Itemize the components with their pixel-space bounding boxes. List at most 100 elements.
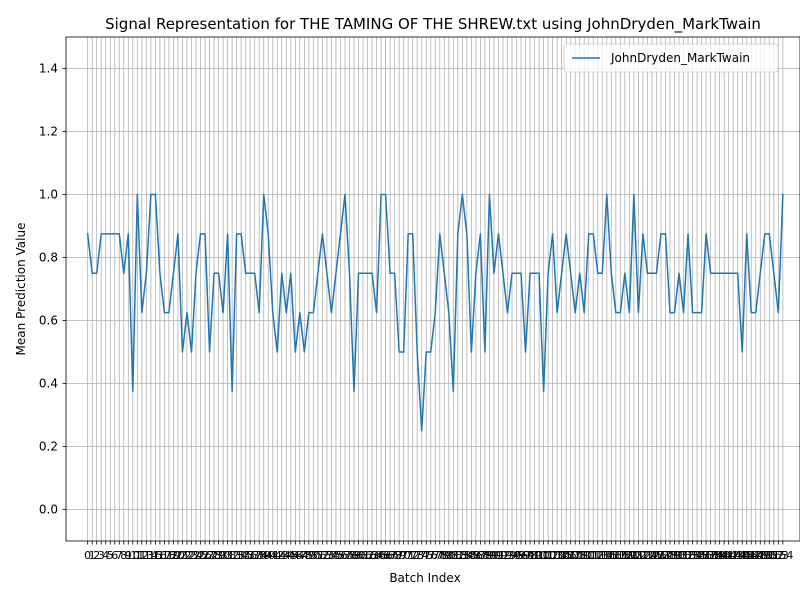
x-tick-label: 114 <box>592 549 613 562</box>
x-tick-label: 117 <box>605 549 626 562</box>
x-tick-label: 35 <box>239 549 253 562</box>
x-tick-label: 139 <box>705 549 726 562</box>
x-tick-label: 109 <box>569 549 590 562</box>
x-tick-label: 69 <box>392 549 406 562</box>
x-tick-label: 106 <box>556 549 577 562</box>
x-tick-label: 36 <box>243 549 257 562</box>
x-tick-label: 63 <box>365 549 379 562</box>
x-tick-label: 113 <box>587 549 608 562</box>
x-tick-label: 78 <box>433 549 447 562</box>
x-tick-label: 88 <box>478 549 492 562</box>
x-tick-label: 27 <box>203 549 217 562</box>
x-tick-label: 5 <box>107 549 114 562</box>
x-tick-label: 131 <box>669 549 690 562</box>
y-tick-label: 0.6 <box>39 314 58 328</box>
x-tick-label: 61 <box>356 549 370 562</box>
x-tick-label: 142 <box>718 549 739 562</box>
x-tick-label: 50 <box>306 549 320 562</box>
x-tick-label: 91 <box>491 549 505 562</box>
x-tick-label: 129 <box>659 549 680 562</box>
x-tick-label: 92 <box>496 549 510 562</box>
legend-label: JohnDryden_MarkTwain <box>610 51 750 65</box>
x-tick-label: 19 <box>166 549 180 562</box>
x-tick-label: 85 <box>464 549 478 562</box>
x-tick-label: 134 <box>682 549 703 562</box>
x-tick-label: 137 <box>696 549 717 562</box>
x-tick-label: 64 <box>370 549 384 562</box>
x-tick-label: 80 <box>442 549 456 562</box>
x-tick-label: 60 <box>352 549 366 562</box>
x-tick-label: 29 <box>212 549 226 562</box>
x-tick-label: 24 <box>189 549 203 562</box>
x-tick-label: 96 <box>514 549 528 562</box>
legend-box <box>563 43 779 73</box>
x-tick-label: 93 <box>500 549 514 562</box>
x-tick-label: 9 <box>125 549 132 562</box>
y-tick-label: 1.2 <box>39 125 58 139</box>
x-tick-label: 43 <box>275 549 289 562</box>
x-axis-label: Batch Index <box>389 571 460 585</box>
x-tick-label: 83 <box>455 549 469 562</box>
x-tick-label: 141 <box>714 549 735 562</box>
x-tick-label: 17 <box>157 549 171 562</box>
x-tick-label: 84 <box>460 549 474 562</box>
x-tick-label: 145 <box>732 549 753 562</box>
x-tick-label: 95 <box>510 549 524 562</box>
x-tick-label: 72 <box>406 549 420 562</box>
x-tick-label: 146 <box>736 549 757 562</box>
x-tick-label: 38 <box>252 549 266 562</box>
x-tick-label: 2 <box>93 549 100 562</box>
x-tick-label: 34 <box>234 549 248 562</box>
x-tick-label: 45 <box>284 549 298 562</box>
x-tick-label: 133 <box>678 549 699 562</box>
x-tick-label: 20 <box>171 549 185 562</box>
x-tick-label: 42 <box>270 549 284 562</box>
x-tick-label: 127 <box>650 549 671 562</box>
x-tick-label: 126 <box>646 549 667 562</box>
x-tick-label: 46 <box>288 549 302 562</box>
x-tick-label: 86 <box>469 549 483 562</box>
x-tick-label: 116 <box>601 549 622 562</box>
x-tick-label: 3 <box>98 549 105 562</box>
x-tick-label: 143 <box>723 549 744 562</box>
y-tick-label: 0.0 <box>39 503 58 517</box>
x-tick-label: 98 <box>523 549 537 562</box>
x-tick-label: 47 <box>293 549 307 562</box>
y-tick-label: 1.0 <box>39 188 58 202</box>
x-tick-label: 68 <box>388 549 402 562</box>
y-tick-label: 1.4 <box>39 62 58 76</box>
x-tick-label: 119 <box>614 549 635 562</box>
x-tick-label: 41 <box>266 549 280 562</box>
x-tick-label: 150 <box>754 549 775 562</box>
y-axis-label: Mean Prediction Value <box>14 223 28 356</box>
x-tick-label: 97 <box>519 549 533 562</box>
x-tick-label: 58 <box>342 549 356 562</box>
x-tick-label: 99 <box>528 549 542 562</box>
x-tick-label: 94 <box>505 549 519 562</box>
y-tick-label: 0.2 <box>39 440 58 454</box>
x-tick-label: 32 <box>225 549 239 562</box>
x-tick-label: 40 <box>261 549 275 562</box>
x-tick-label: 112 <box>583 549 604 562</box>
x-tick-label: 49 <box>302 549 316 562</box>
x-tick-label: 23 <box>184 549 198 562</box>
legend: JohnDryden_MarkTwain <box>563 43 779 73</box>
x-tick-label: 7 <box>116 549 123 562</box>
x-tick-label: 55 <box>329 549 343 562</box>
x-tick-label: 44 <box>279 549 293 562</box>
x-tick-label: 56 <box>333 549 347 562</box>
x-tick-label: 12 <box>135 549 149 562</box>
x-tick-label: 147 <box>741 549 762 562</box>
x-tick-label: 25 <box>194 549 208 562</box>
x-tick-label: 153 <box>768 549 789 562</box>
x-tick-label: 26 <box>198 549 212 562</box>
x-tick-label: 149 <box>750 549 771 562</box>
x-tick-label: 152 <box>763 549 784 562</box>
x-tick-label: 82 <box>451 549 465 562</box>
x-tick-label: 81 <box>446 549 460 562</box>
x-tick-label: 103 <box>542 549 563 562</box>
x-tick-label: 76 <box>424 549 438 562</box>
x-tick-label: 18 <box>162 549 176 562</box>
x-tick-label: 39 <box>257 549 271 562</box>
